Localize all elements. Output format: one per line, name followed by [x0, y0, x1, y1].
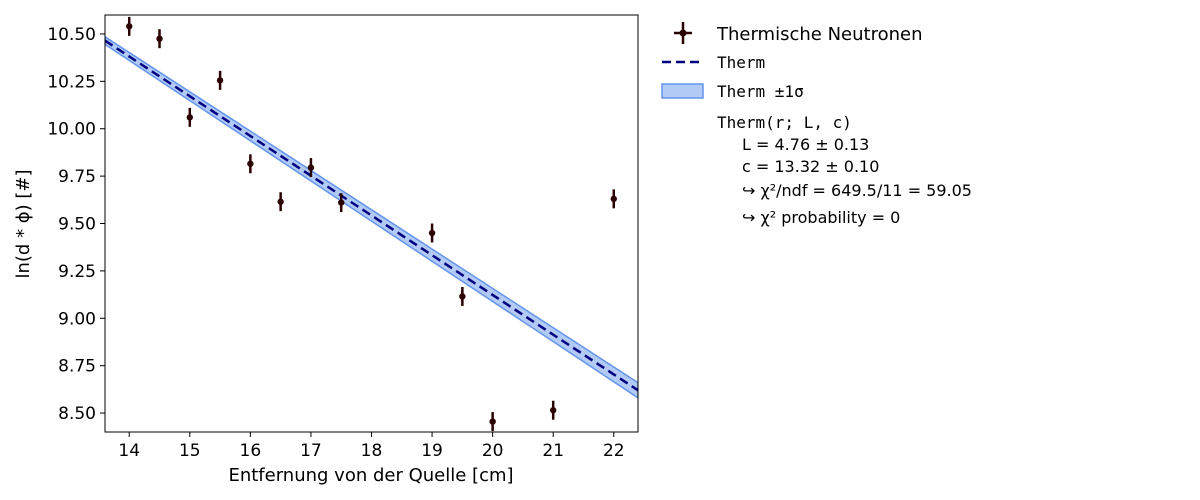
data-marker — [489, 418, 496, 425]
data-point — [186, 107, 193, 127]
data-point — [247, 154, 254, 174]
data-marker — [277, 198, 284, 205]
legend: Thermische Neutronen Therm Therm ±1σ The… — [661, 22, 972, 227]
data-point — [307, 158, 315, 178]
data-point — [459, 286, 466, 306]
x-axis-label: Entfernung von der Quelle [cm] — [228, 465, 513, 486]
x-tick-label: 17 — [300, 441, 322, 461]
legend-param-c: c = 13.32 ± 0.10 — [742, 157, 879, 176]
x-tick-label: 22 — [603, 441, 625, 461]
x-tick-label: 15 — [179, 441, 201, 461]
legend-chi2-ndf: ↪ χ²/ndf = 649.5/11 = 59.05 — [742, 181, 972, 200]
data-marker — [338, 199, 345, 206]
x-tick-label: 20 — [482, 441, 504, 461]
legend-entry-data: Thermische Neutronen — [716, 24, 923, 45]
y-tick-label: 8.50 — [58, 404, 96, 424]
data-marker — [550, 407, 557, 414]
data-marker — [186, 114, 193, 121]
data-marker — [428, 229, 436, 237]
legend-fit-title: Therm(r; L, c) — [717, 113, 852, 132]
plot-frame — [104, 14, 639, 433]
data-point — [550, 400, 557, 420]
data-marker — [459, 293, 466, 300]
data-marker — [216, 77, 224, 84]
legend-entry-band: Therm ±1σ — [717, 82, 804, 101]
legend-chi2-probability: ↪ χ² probability = 0 — [742, 208, 900, 227]
y-tick-label: 9.50 — [58, 215, 96, 235]
y-axis: 8.50 8.75 9.00 9.25 9.50 9.75 10.00 10.25 10.50 — [47, 25, 105, 424]
fit-line — [105, 39, 638, 392]
data-marker — [156, 35, 163, 42]
data-point — [610, 189, 617, 209]
data-point — [277, 192, 284, 212]
x-tick-label: 14 — [118, 441, 140, 461]
legend-marker-band — [661, 83, 704, 99]
data-point — [428, 223, 436, 243]
x-axis: 14 15 16 17 18 19 20 21 22 — [118, 432, 625, 461]
data-marker — [610, 195, 617, 203]
legend-marker-errorbar — [674, 22, 692, 44]
legend-param-L: L = 4.76 ± 0.13 — [742, 135, 869, 154]
x-tick-label: 16 — [240, 441, 262, 461]
plot-area — [104, 14, 639, 433]
x-tick-label: 18 — [361, 441, 383, 461]
data-point — [126, 16, 133, 36]
data-point — [489, 412, 496, 432]
y-tick-label: 8.75 — [58, 357, 96, 377]
data-point — [216, 70, 224, 90]
data-point — [338, 193, 345, 213]
y-axis-label: ln(d * ϕ) [#] — [13, 169, 34, 278]
fit-band — [105, 35, 638, 399]
y-tick-label: 9.75 — [58, 167, 96, 187]
y-tick-label: 10.00 — [47, 120, 96, 140]
data-marker — [126, 23, 133, 30]
data-marker — [247, 160, 254, 167]
y-tick-label: 9.00 — [58, 309, 96, 329]
data-point — [156, 29, 163, 49]
legend-entry-fit: Therm — [717, 53, 765, 72]
data-marker — [307, 164, 315, 171]
plot-content — [105, 16, 638, 432]
y-tick-label: 9.25 — [58, 262, 96, 282]
y-tick-label: 10.50 — [47, 25, 96, 45]
x-tick-label: 19 — [421, 441, 443, 461]
y-tick-label: 10.25 — [47, 72, 96, 92]
x-tick-label: 21 — [542, 441, 564, 461]
